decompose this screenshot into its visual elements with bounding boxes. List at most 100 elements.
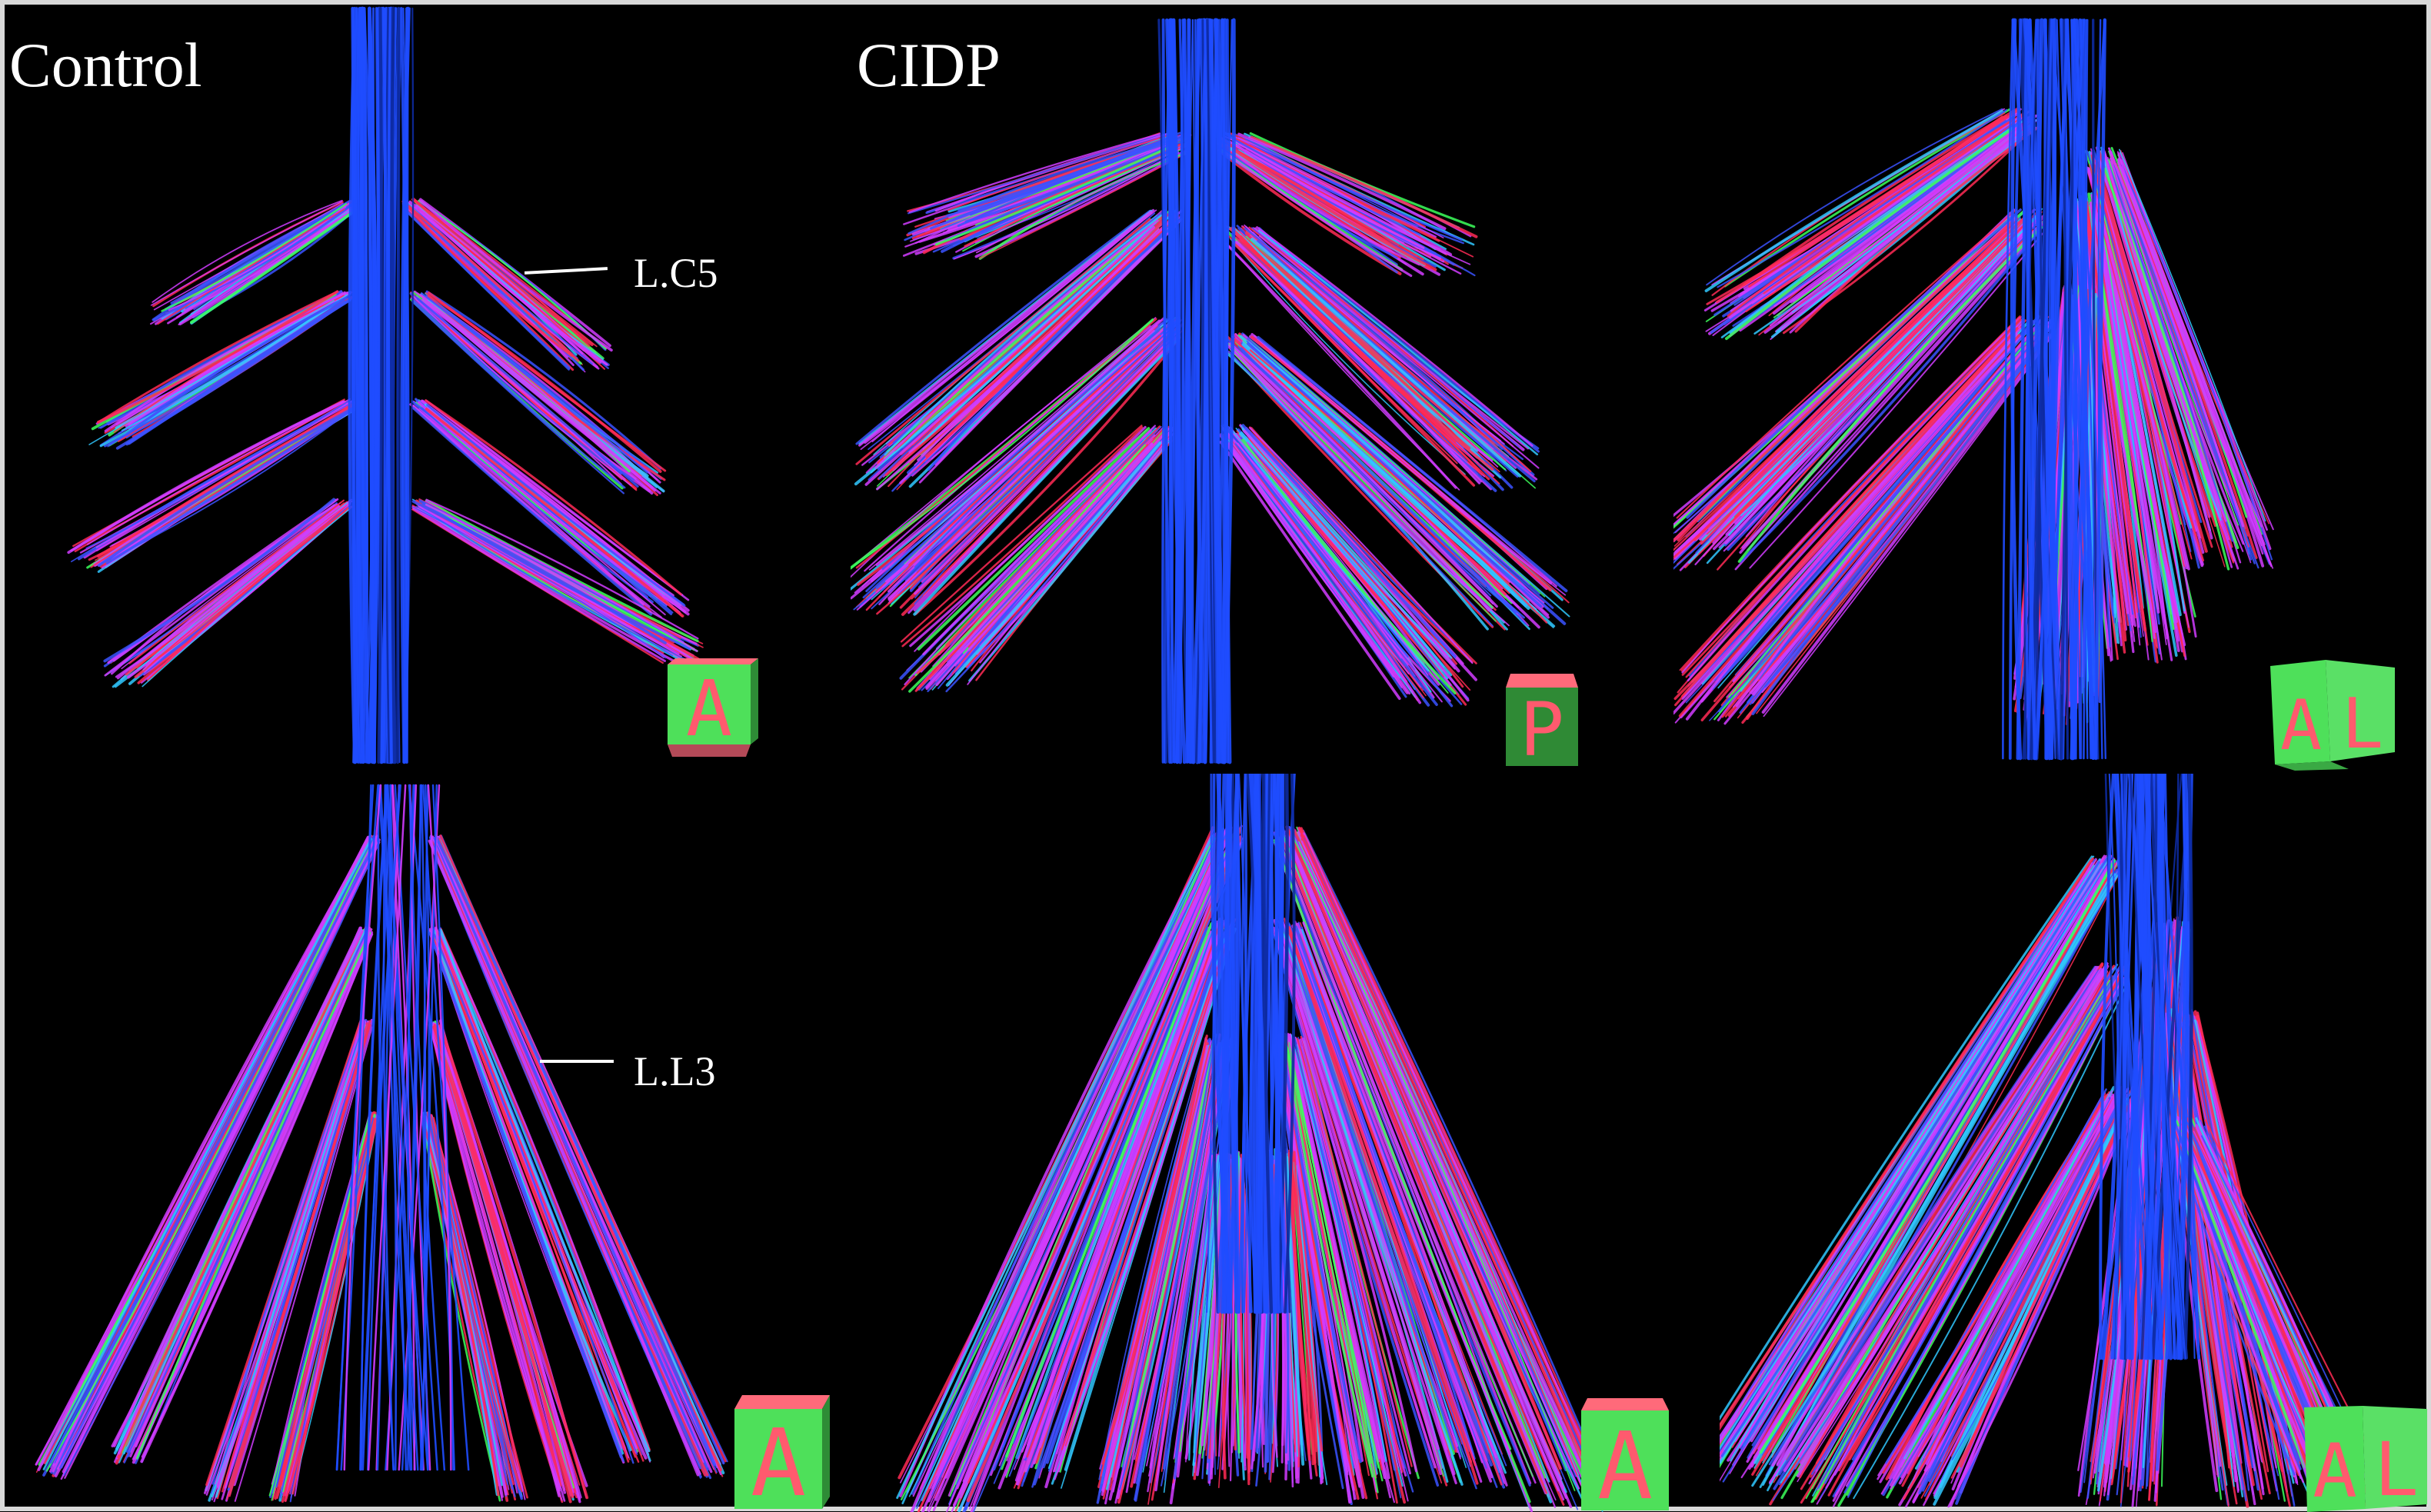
nerve-root-fiber — [1748, 108, 2021, 288]
nerve-root-fiber — [228, 1024, 371, 1497]
nerve-root-fiber — [1288, 1149, 1310, 1447]
nerve-root-fiber — [88, 300, 335, 445]
nerve-root-fiber — [1226, 429, 1417, 671]
nerve-root-fiber — [864, 319, 1161, 572]
spinal-cord-fiber — [1276, 774, 1289, 1314]
nerve-root-fiber — [1717, 108, 2008, 288]
nerve-root-fiber — [2121, 164, 2273, 561]
nerve-root-fiber — [1121, 1035, 1217, 1468]
nerve-root-fiber — [1706, 215, 2030, 535]
spinal-cord-fiber — [1274, 774, 1284, 1314]
cauda-equina-fiber — [378, 784, 408, 1471]
nerve-root-fiber — [1673, 221, 2013, 543]
nerve-root-fiber — [1173, 1154, 1214, 1460]
nerve-root-fiber — [1234, 228, 1478, 452]
nerve-root-fiber — [1713, 328, 2034, 703]
nerve-root-fiber — [2183, 1127, 2324, 1484]
spinal-cord-fiber — [2110, 774, 2137, 1360]
spinal-cord-fiber — [1208, 18, 1220, 764]
spinal-cord-fiber — [2158, 774, 2200, 1360]
cidp-cervical-coronal-tractography — [851, 18, 1570, 764]
l-c5-label: L.C5 — [634, 250, 718, 296]
nerve-root-fiber — [59, 837, 379, 1469]
nerve-root-fiber — [1241, 428, 1455, 667]
nerve-root-fiber — [1229, 238, 1466, 475]
nerve-root-fiber — [1701, 217, 2028, 541]
nerve-root-fiber — [403, 207, 571, 369]
spinal-cord-fiber — [389, 6, 397, 764]
spinal-cord-fiber — [405, 7, 408, 764]
nerve-root-fiber — [1768, 871, 2120, 1485]
spinal-cord-fiber — [402, 7, 411, 764]
spinal-cord-fiber — [1206, 18, 1217, 764]
panel-cidp-lumbar-coronal — [889, 774, 1681, 1512]
nerve-root-fiber — [205, 1023, 362, 1496]
spinal-cord-fiber — [2034, 18, 2070, 761]
nerve-root-fiber — [1242, 350, 1530, 627]
nerve-root-fiber — [911, 331, 1179, 600]
cauda-equina-fiber — [359, 784, 389, 1471]
nerve-root-fiber — [96, 290, 339, 424]
nerve-root-fiber — [1763, 111, 2027, 295]
panel-control-cervical — [5, 5, 812, 774]
nerve-root-fiber — [1219, 441, 1401, 701]
cauda-equina-fiber — [431, 784, 455, 1471]
nerve-root-fiber — [1235, 241, 1481, 485]
cidp-lumbar-oblique-tractography — [1720, 774, 2378, 1508]
nerve-root-fiber — [1244, 138, 1463, 241]
nerve-root-fiber — [1278, 924, 1450, 1461]
nerve-root-fiber — [271, 1118, 371, 1501]
spinal-cord-fiber — [2156, 774, 2170, 1360]
nerve-root-fiber — [35, 836, 369, 1466]
nerve-root-fiber — [1224, 438, 1411, 695]
nerve-root-fiber — [425, 408, 684, 618]
nerve-root-fiber — [911, 832, 1220, 1495]
nerve-root-fiber — [1769, 124, 2029, 327]
nerve-root-fiber — [205, 1019, 362, 1487]
nerve-root-fiber — [1229, 342, 1498, 608]
nerve-root-fiber — [1240, 431, 1453, 677]
nerve-root-fiber — [1693, 217, 2025, 541]
nerve-root-fiber — [851, 319, 1154, 570]
spinal-cord-fiber — [2008, 18, 2023, 760]
spinal-cord-fiber — [353, 6, 365, 764]
nerve-root-fiber — [1293, 1159, 1324, 1474]
cidp-cervical-oblique-tractography — [1673, 18, 2274, 761]
nerve-root-fiber — [429, 1021, 561, 1489]
nerve-root-fiber — [945, 441, 1162, 687]
nerve-root-fiber — [1853, 979, 2130, 1500]
nerve-root-fiber — [1287, 924, 1473, 1464]
nerve-root-fiber — [1244, 227, 1504, 450]
nerve-root-fiber — [865, 335, 1161, 611]
nerve-root-fiber — [1224, 431, 1410, 674]
nerve-root-fiber — [416, 298, 639, 488]
nerve-root-fiber — [1890, 1098, 2110, 1490]
orientation-cube-icon: A L — [2270, 660, 2395, 771]
nerve-root-fiber — [1739, 225, 2043, 563]
nerve-root-fiber — [1753, 860, 2113, 1454]
nerve-root-fiber — [1235, 240, 1482, 483]
nerve-root-fiber — [1231, 431, 1429, 676]
nerve-root-fiber — [1698, 223, 2026, 555]
nerve-root-fiber — [438, 1024, 589, 1500]
nerve-root-fiber — [1257, 229, 1539, 456]
nerve-root-fiber — [904, 441, 1144, 686]
nerve-root-fiber — [426, 404, 686, 607]
nerve-root-fiber — [1241, 343, 1530, 611]
nerve-root-fiber — [1722, 318, 2038, 678]
nerve-root-fiber — [888, 331, 1171, 602]
spinal-cord-fiber — [2085, 18, 2092, 760]
nerve-root-fiber — [1290, 1034, 1387, 1462]
nerve-root-fiber — [1299, 934, 1503, 1486]
nerve-root-fiber — [438, 928, 648, 1450]
nerve-root-fiber — [896, 834, 1214, 1500]
nerve-root-fiber — [279, 1117, 375, 1499]
nerve-root-fiber — [1237, 132, 1447, 231]
nerve-root-fiber — [974, 145, 1187, 244]
nerve-root-fiber — [1811, 970, 2113, 1475]
nerve-root-fiber — [1284, 834, 1560, 1492]
nerve-root-fiber — [105, 405, 360, 565]
nerve-root-fiber — [87, 398, 351, 545]
nerve-root-fiber — [85, 399, 351, 549]
spinal-cord-fiber — [352, 7, 358, 764]
